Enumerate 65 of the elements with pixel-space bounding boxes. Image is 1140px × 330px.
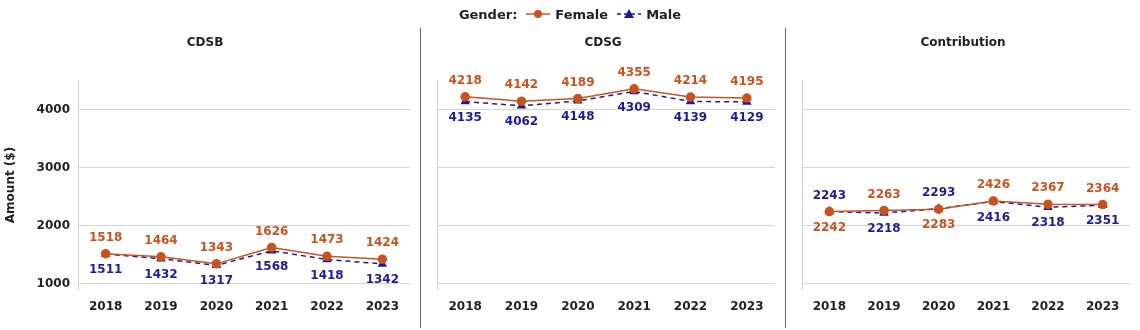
data-label: 4148 — [561, 108, 595, 123]
data-label: 1424 — [365, 235, 400, 250]
data-label: 1317 — [199, 273, 234, 288]
data-label: 2242 — [812, 219, 847, 234]
x-tick-label: 2020 — [199, 298, 234, 313]
data-label: 2426 — [976, 177, 1011, 192]
data-label: 1343 — [199, 239, 234, 254]
x-tick-label: 2018 — [448, 298, 482, 313]
x-tick-label: 2023 — [730, 298, 764, 313]
data-label: 2318 — [1031, 215, 1065, 230]
x-tick-label: 2022 — [310, 298, 344, 313]
x-tick-label: 2022 — [1031, 298, 1065, 313]
legend-title: Gender: — [458, 6, 518, 22]
legend-label: Female — [555, 6, 609, 22]
data-label: 2364 — [1085, 180, 1120, 195]
x-tick-label: 2018 — [812, 298, 847, 313]
data-label: 4309 — [617, 99, 651, 114]
x-tick-label: 2023 — [1085, 298, 1120, 313]
chart-title: Contribution — [920, 35, 1006, 50]
data-label: 4218 — [448, 72, 482, 87]
chart-title: CDSG — [584, 35, 622, 50]
y-axis-title: Amount ($) — [3, 146, 18, 224]
data-label: 4189 — [561, 74, 595, 89]
data-label: 4139 — [673, 109, 708, 124]
data-label: 2351 — [1085, 213, 1120, 228]
x-tick-label: 2020 — [921, 298, 956, 313]
data-label: 1511 — [88, 262, 123, 277]
data-label: 4214 — [673, 73, 708, 88]
y-tick-label: 3000 — [36, 159, 70, 174]
data-label: 2243 — [812, 187, 847, 202]
data-label: 4062 — [504, 113, 539, 128]
x-tick-label: 2021 — [617, 298, 651, 313]
x-tick-label: 2022 — [673, 298, 708, 313]
x-tick-label: 2019 — [867, 298, 901, 313]
data-label: 2283 — [921, 217, 956, 232]
x-tick-label: 2021 — [254, 298, 289, 313]
chart-title: CDSB — [186, 35, 224, 50]
data-label: 1518 — [88, 229, 123, 244]
data-label: 2367 — [1031, 180, 1065, 195]
data-label: 1342 — [365, 272, 400, 287]
data-label: 2293 — [921, 184, 956, 199]
data-label: 4142 — [504, 77, 539, 92]
y-tick-label: 1000 — [36, 275, 70, 290]
data-label: 4129 — [730, 110, 764, 125]
x-tick-label: 2019 — [144, 298, 178, 313]
data-label: 4135 — [448, 109, 482, 124]
x-tick-label: 2020 — [561, 298, 595, 313]
data-label: 1473 — [310, 232, 344, 247]
data-label: 1568 — [254, 258, 289, 273]
x-tick-label: 2021 — [976, 298, 1011, 313]
x-tick-label: 2019 — [504, 298, 539, 313]
data-label: 2263 — [867, 186, 901, 201]
data-label: 1432 — [144, 266, 178, 281]
data-label: 4355 — [617, 64, 651, 79]
x-tick-label: 2023 — [365, 298, 400, 313]
legend-label: Male — [646, 6, 682, 22]
data-label: 2416 — [976, 209, 1011, 224]
data-label: 1418 — [310, 267, 344, 282]
x-tick-label: 2018 — [88, 298, 123, 313]
data-label: 2218 — [867, 221, 901, 236]
y-tick-label: 2000 — [36, 217, 70, 232]
data-label: 4195 — [730, 74, 764, 89]
data-label: 1626 — [254, 223, 289, 238]
data-label: 1464 — [144, 232, 178, 247]
y-tick-label: 4000 — [36, 101, 70, 116]
